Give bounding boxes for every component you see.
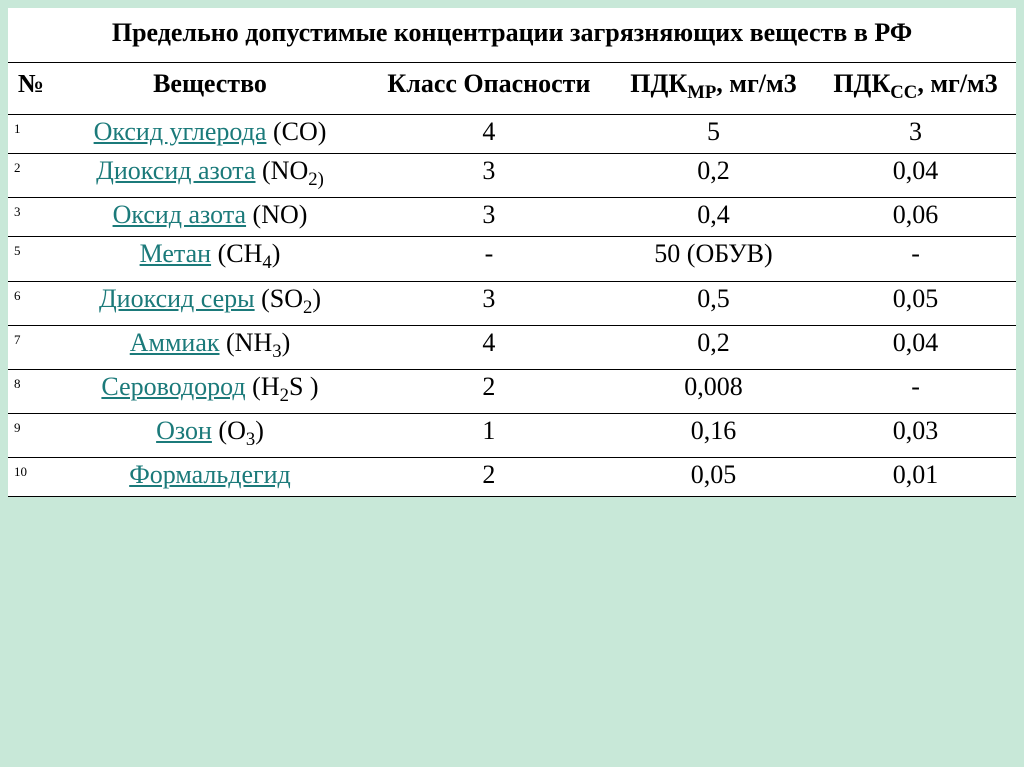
substance-formula: (CO) [266, 117, 326, 146]
pdk-ss-cell: - [815, 369, 1016, 413]
substance-link[interactable]: Метан [140, 239, 211, 268]
substance-cell: Диоксид серы (SO2) [54, 281, 366, 325]
substance-formula: (O3) [212, 416, 264, 445]
hazard-class-cell: 3 [366, 281, 612, 325]
hazard-class-cell: 4 [366, 325, 612, 369]
substance-cell: Сероводород (H2S ) [54, 369, 366, 413]
substance-cell: Озон (O3) [54, 414, 366, 458]
row-num: 1 [8, 115, 54, 154]
pdk-ss-cell: 0,05 [815, 281, 1016, 325]
hazard-class-cell: 4 [366, 115, 612, 154]
table-row: 6Диоксид серы (SO2)30,50,05 [8, 281, 1016, 325]
pdk-table: Предельно допустимые концентрации загряз… [8, 8, 1016, 497]
row-num: 9 [8, 414, 54, 458]
substance-link[interactable]: Озон [156, 416, 212, 445]
substance-link[interactable]: Аммиак [130, 328, 220, 357]
pdk-mr-cell: 0,2 [612, 325, 815, 369]
substance-formula: (SO2) [255, 284, 321, 313]
pdk-ss-cell: 3 [815, 115, 1016, 154]
table-row: 3Оксид азота (NO)30,40,06 [8, 198, 1016, 237]
substance-formula: (NO2) [256, 156, 324, 185]
pdk-ss-cell: 0,04 [815, 154, 1016, 198]
substance-link[interactable]: Оксид азота [113, 200, 246, 229]
pdk-mr-cell: 5 [612, 115, 815, 154]
substance-formula: (CH4) [211, 239, 280, 268]
header-substance: Вещество [54, 63, 366, 115]
substance-cell: Оксид азота (NO) [54, 198, 366, 237]
row-num: 3 [8, 198, 54, 237]
substance-cell: Оксид углерода (CO) [54, 115, 366, 154]
hazard-class-cell: 3 [366, 198, 612, 237]
hazard-class-cell: - [366, 237, 612, 281]
table-row: 5Метан (CH4)-50 (ОБУВ)- [8, 237, 1016, 281]
substance-cell: Формальдегид [54, 458, 366, 497]
row-num: 6 [8, 281, 54, 325]
row-num: 7 [8, 325, 54, 369]
row-num: 10 [8, 458, 54, 497]
pdk-ss-cell: 0,06 [815, 198, 1016, 237]
pdk-mr-cell: 0,4 [612, 198, 815, 237]
header-pdk-mr: ПДКМР, мг/м3 [612, 63, 815, 115]
table-row: 10 Формальдегид 20,050,01 [8, 458, 1016, 497]
substance-link[interactable]: Формальдегид [129, 460, 291, 489]
pdk-mr-cell: 0,008 [612, 369, 815, 413]
hazard-class-cell: 1 [366, 414, 612, 458]
header-row: № Вещество Класс Опасности ПДКМР, мг/м3 … [8, 63, 1016, 115]
substance-link[interactable]: Сероводород [101, 372, 245, 401]
title-row: Предельно допустимые концентрации загряз… [8, 8, 1016, 63]
pdk-mr-cell: 0,05 [612, 458, 815, 497]
table-title: Предельно допустимые концентрации загряз… [8, 8, 1016, 63]
substance-formula: (H2S ) [246, 372, 319, 401]
pdk-mr-cell: 50 (ОБУВ) [612, 237, 815, 281]
substance-link[interactable]: Диоксид серы [99, 284, 255, 313]
header-pdk-ss: ПДКСС, мг/м3 [815, 63, 1016, 115]
pdk-mr-cell: 0,16 [612, 414, 815, 458]
row-num: 8 [8, 369, 54, 413]
pdk-ss-cell: - [815, 237, 1016, 281]
pdk-ss-cell: 0,01 [815, 458, 1016, 497]
header-hazard-class: Класс Опасности [366, 63, 612, 115]
table-row: 9Озон (O3)10,160,03 [8, 414, 1016, 458]
substance-cell: Метан (CH4) [54, 237, 366, 281]
hazard-class-cell: 2 [366, 458, 612, 497]
hazard-class-cell: 2 [366, 369, 612, 413]
pdk-mr-cell: 0,5 [612, 281, 815, 325]
table-row: 8Сероводород (H2S )20,008- [8, 369, 1016, 413]
substance-cell: Диоксид азота (NO2) [54, 154, 366, 198]
table-row: 1Оксид углерода (CO)453 [8, 115, 1016, 154]
row-num: 2 [8, 154, 54, 198]
table-row: 2Диоксид азота (NO2)30,20,04 [8, 154, 1016, 198]
pdk-ss-cell: 0,03 [815, 414, 1016, 458]
substance-link[interactable]: Оксид углерода [94, 117, 267, 146]
pdk-mr-cell: 0,2 [612, 154, 815, 198]
substance-cell: Аммиак (NH3) [54, 325, 366, 369]
hazard-class-cell: 3 [366, 154, 612, 198]
table-row: 7Аммиак (NH3)40,20,04 [8, 325, 1016, 369]
pdk-ss-cell: 0,04 [815, 325, 1016, 369]
header-num: № [8, 63, 54, 115]
substance-formula: (NO) [246, 200, 307, 229]
substance-formula: (NH3) [220, 328, 291, 357]
row-num: 5 [8, 237, 54, 281]
substance-link[interactable]: Диоксид азота [96, 156, 255, 185]
